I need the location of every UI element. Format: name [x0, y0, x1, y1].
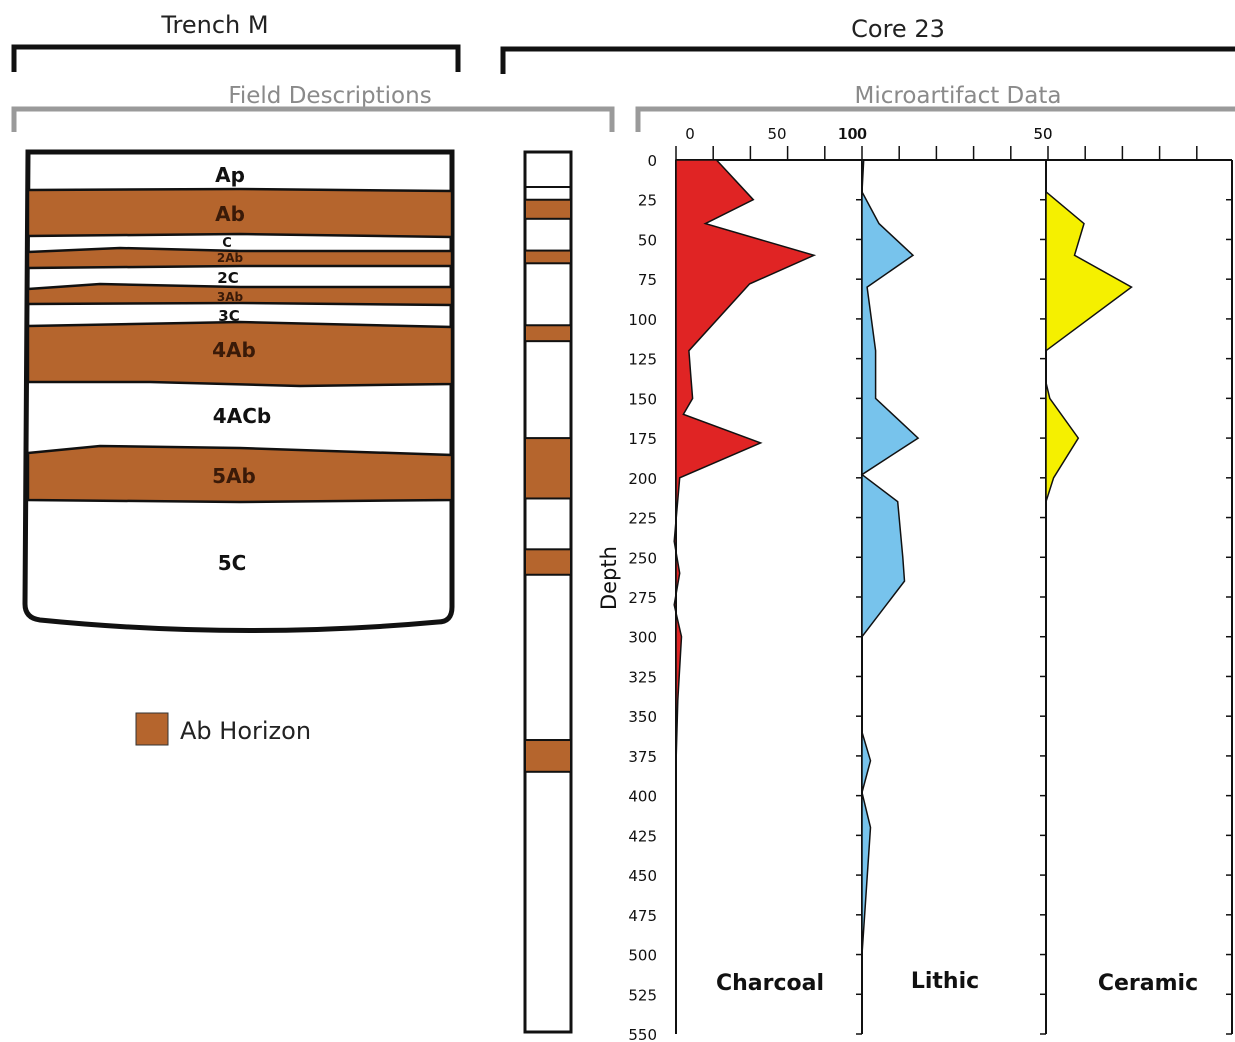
- series-scale-label: 0: [685, 125, 695, 143]
- legend-swatch: [135, 712, 169, 746]
- y-tick-label: 50: [638, 231, 657, 249]
- y-tick-label: 325: [628, 668, 657, 686]
- y-tick-label: 400: [628, 788, 657, 806]
- trench-ab-band: [26, 282, 454, 307]
- core-title: Core 23: [851, 15, 945, 43]
- microartifact-chart: 0 25 50 75 100 125 150 175 200 225 250 275 300 325 350…: [597, 125, 1233, 1042]
- series-scale-label: 50: [1033, 125, 1052, 143]
- trench-layer-label: Ab: [215, 202, 245, 226]
- y-tick-label: 100: [628, 311, 657, 329]
- series-label: Lithic: [911, 969, 979, 994]
- core-ab-band: [524, 249, 572, 265]
- trench-layer-label: Ap: [215, 163, 245, 187]
- core-ab-band: [524, 198, 572, 220]
- y-tick-label: 25: [638, 192, 657, 210]
- y-tick-label: 550: [628, 1026, 657, 1042]
- legend: Ab Horizon: [135, 712, 311, 746]
- y-tick-label: 500: [628, 947, 657, 965]
- core-ab-band: [524, 324, 572, 343]
- trench-ab-band: [26, 246, 454, 270]
- trench-layer-label: 2C: [217, 269, 238, 287]
- y-tick-label: 250: [628, 549, 657, 567]
- series-label: Charcoal: [716, 971, 824, 996]
- field-descriptions-bracket: [11, 106, 615, 132]
- trench-layer-label: 4Ab: [212, 338, 256, 362]
- series-label: Ceramic: [1098, 971, 1198, 996]
- series-area-ceramic: [1045, 191, 1133, 502]
- microartifact-bracket: [635, 106, 1235, 132]
- trench-layer-label: 5Ab: [212, 464, 256, 488]
- y-tick-label: 475: [628, 907, 657, 925]
- core-ab-band: [524, 739, 572, 773]
- series-area-lithic: [860, 159, 920, 955]
- core-ab-band: [524, 437, 572, 500]
- trench-layer-label: 4ACb: [213, 404, 271, 428]
- y-tick-label: 150: [628, 390, 657, 408]
- series-scale-label: 50: [767, 125, 786, 143]
- microartifact-title: Microartifact Data: [855, 83, 1062, 109]
- y-tick-label: 375: [628, 748, 657, 766]
- trench-outline: [22, 149, 455, 634]
- trench-layer-label: 3C: [218, 307, 239, 325]
- trench-bracket: [11, 44, 461, 72]
- trench-ab-band: [26, 187, 454, 239]
- y-tick-label: 350: [628, 708, 657, 726]
- series-area-charcoal: [673, 159, 817, 1034]
- core-bracket: [500, 46, 1235, 74]
- y-axis-label: Depth: [597, 546, 621, 610]
- series-scale-label: 50: [1033, 125, 1052, 143]
- y-tick-label: 300: [628, 629, 657, 647]
- trench-layer-label: 2Ab: [217, 251, 244, 265]
- y-tick-label: 275: [628, 589, 657, 607]
- core-outline: [523, 150, 573, 1034]
- core-column: [523, 150, 573, 1034]
- legend-label: Ab Horizon: [180, 717, 311, 745]
- trench-layer-label: 3Ab: [217, 290, 244, 304]
- y-tick-label: 0: [647, 152, 657, 170]
- series-scale-label: 100: [838, 125, 867, 143]
- series-scale-label: 100: [839, 125, 868, 143]
- y-tick-label: 225: [628, 510, 657, 528]
- trench-ab-band: [26, 444, 454, 504]
- y-tick-label: 200: [628, 470, 657, 488]
- core-ab-band: [524, 548, 572, 576]
- y-tick-label: 450: [628, 867, 657, 885]
- trench-layer-label: C: [222, 236, 232, 251]
- field-descriptions-title: Field Descriptions: [228, 83, 431, 109]
- trench-layer-label: 5C: [218, 551, 247, 575]
- y-tick-label: 125: [628, 351, 657, 369]
- y-tick-label: 75: [638, 271, 657, 289]
- trench-title: Trench M: [160, 11, 268, 39]
- y-tick-label: 525: [628, 986, 657, 1004]
- y-tick-label: 175: [628, 430, 657, 448]
- y-tick-label: 425: [628, 827, 657, 845]
- trench-ab-band: [26, 320, 454, 388]
